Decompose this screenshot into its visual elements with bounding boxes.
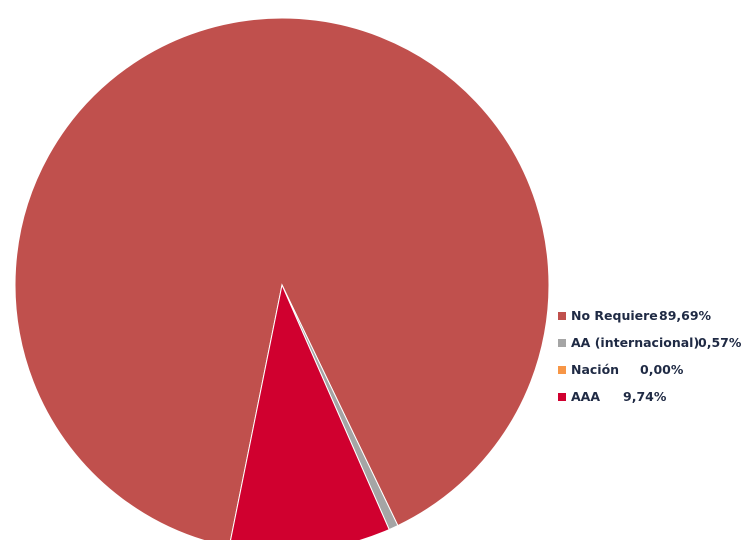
legend-swatch-no-requiere <box>558 312 566 320</box>
pie-slice-aaa <box>230 283 390 540</box>
legend-swatch-aa-internacional <box>558 339 566 347</box>
legend-label: AAA <box>571 389 601 404</box>
legend-value: 9,74% <box>623 389 667 404</box>
legend-value: 89,69% <box>659 308 712 323</box>
legend-label: Nación <box>571 362 620 377</box>
legend-label: No Requiere <box>571 308 658 323</box>
legend-value: 0,57% <box>698 335 742 350</box>
pie-slice-no-requiere <box>14 17 550 540</box>
legend-swatch-aaa <box>558 393 566 401</box>
legend-label: AA (internacional) <box>571 335 700 350</box>
legend-value: 0,00% <box>640 362 684 377</box>
legend-swatch-nacion <box>558 366 566 374</box>
pie-slices <box>14 17 550 540</box>
